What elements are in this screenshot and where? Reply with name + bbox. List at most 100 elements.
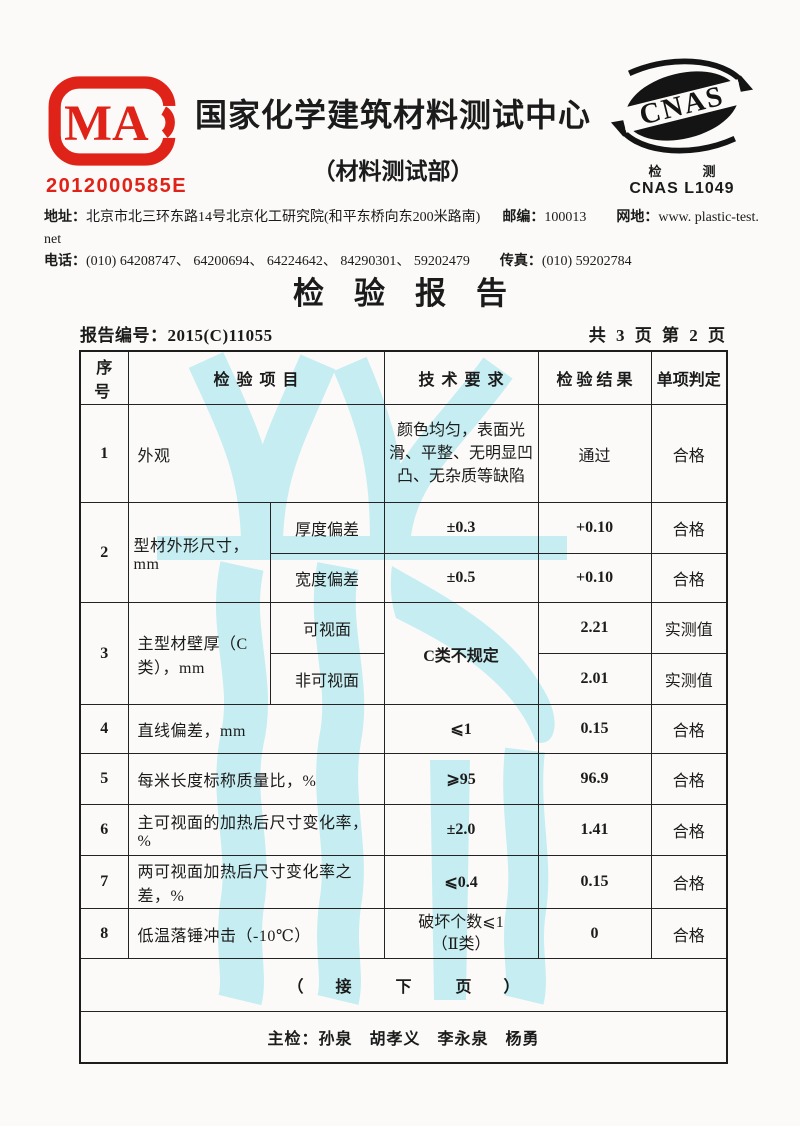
zip-label: 邮编： bbox=[502, 210, 545, 225]
report-title: 检验报告 bbox=[293, 276, 537, 311]
table-row: 6 主可视面的加热后尺寸变化率，% ±2.0 1.41 合格 bbox=[79, 804, 728, 856]
org-subtitle: （材料测试部） bbox=[312, 159, 474, 184]
cell-subitem: 非可视面 bbox=[269, 653, 385, 705]
contact-info: 地址：北京市北三环东路14号北京化工研究院(和平东桥向东200米路南) 邮编：10… bbox=[44, 207, 760, 273]
inspectors-names: 孙泉 胡孝义 李永泉 杨勇 bbox=[318, 1030, 540, 1048]
cma-logo-icon: MA bbox=[48, 76, 178, 166]
cell-seq: 6 bbox=[79, 804, 129, 856]
org-title-block: 国家化学建筑材料测试中心 （材料测试部） bbox=[188, 90, 598, 186]
col-header-result: 检验结果 bbox=[537, 350, 652, 405]
results-table: 序号 检验项目 技术要求 检验结果 单项判定 1 外观 颜色均匀，表面光滑、平整… bbox=[79, 350, 729, 1064]
cell-judgement: 合格 bbox=[650, 753, 728, 805]
inspectors-label: 主检： bbox=[267, 1030, 319, 1048]
cell-judgement: 合格 bbox=[650, 704, 728, 754]
table-row: 5 每米长度标称质量比，% ⩾95 96.9 合格 bbox=[79, 753, 728, 805]
cell-subitem: 宽度偏差 bbox=[269, 553, 385, 603]
cell-seq: 8 bbox=[79, 908, 129, 959]
table-row: 8 低温落锤冲击（-10℃） 破坏个数⩽1 （Ⅱ类） 0 合格 bbox=[79, 908, 728, 959]
cell-judgement: 合格 bbox=[650, 502, 728, 554]
cell-requirement: 颜色均匀，表面光滑、平整、无明显凹凸、无杂质等缺陷 bbox=[383, 404, 539, 503]
cma-letters: MA bbox=[64, 95, 149, 151]
org-title: 国家化学建筑材料测试中心 bbox=[194, 97, 591, 133]
report-number-value: 2015(C)11055 bbox=[167, 326, 273, 345]
cell-result: 2.21 bbox=[537, 602, 652, 654]
cell-requirement: C类不规定 bbox=[383, 602, 539, 705]
contact-line-2: 电话：(010) 64208747、 64200694、 64224642、 8… bbox=[44, 251, 760, 273]
cell-seq: 4 bbox=[79, 704, 129, 754]
cell-result: +0.10 bbox=[537, 502, 652, 554]
phone-value: (010) 64208747、 64200694、 64224642、 8429… bbox=[86, 254, 470, 269]
cell-requirement: 破坏个数⩽1 （Ⅱ类） bbox=[383, 908, 539, 959]
cell-result: 1.41 bbox=[537, 804, 652, 856]
table-header-row: 序号 检验项目 技术要求 检验结果 单项判定 bbox=[79, 350, 728, 405]
results-table-wrap: 序号 检验项目 技术要求 检验结果 单项判定 1 外观 颜色均匀，表面光滑、平整… bbox=[79, 350, 729, 1064]
contact-line-1: 地址：北京市北三环东路14号北京化工研究院(和平东桥向东200米路南) 邮编：10… bbox=[44, 207, 760, 251]
col-header-requirement: 技术要求 bbox=[383, 350, 539, 405]
cnas-accreditation-number: CNAS L1049 bbox=[629, 180, 735, 197]
cell-item: 主可视面的加热后尺寸变化率，% bbox=[127, 804, 385, 856]
address-label: 地址： bbox=[44, 210, 86, 225]
table-row: 3 主型材壁厚（C类），mm 可视面 C类不规定 2.21 实测值 bbox=[79, 602, 728, 705]
col-header-judgement: 单项判定 bbox=[650, 350, 728, 405]
fax-label: 传真： bbox=[499, 254, 542, 269]
table-row: 2 型材外形尺寸，mm 厚度偏差 ±0.3 +0.10 合格 bbox=[79, 502, 728, 603]
table-row: 1 外观 颜色均匀，表面光滑、平整、无明显凹凸、无杂质等缺陷 通过 合格 bbox=[79, 404, 728, 503]
report-number: 报告编号：2015(C)11055 bbox=[80, 321, 273, 346]
cell-judgement: 实测值 bbox=[650, 602, 728, 654]
col-header-item: 检验项目 bbox=[127, 350, 385, 405]
cell-seq: 3 bbox=[79, 602, 129, 705]
cell-requirement: ⩽0.4 bbox=[383, 855, 539, 909]
cell-judgement: 合格 bbox=[650, 804, 728, 856]
cell-seq: 2 bbox=[79, 502, 129, 603]
table-row: 4 直线偏差，mm ⩽1 0.15 合格 bbox=[79, 704, 728, 754]
cnas-logo-icon: CNAS bbox=[610, 58, 754, 154]
cell-requirement: ±0.5 bbox=[383, 553, 539, 603]
cell-requirement: ⩾95 bbox=[383, 753, 539, 805]
cell-result: 2.01 bbox=[537, 653, 652, 705]
web-value: www. plastic-test. net bbox=[44, 210, 759, 247]
cell-result: 通过 bbox=[537, 404, 652, 503]
web-label: 网地： bbox=[616, 210, 659, 225]
zip-value: 100013 bbox=[544, 210, 587, 225]
continue-note: （ 接 下 页 ） bbox=[79, 958, 728, 1012]
cell-result: +0.10 bbox=[537, 553, 652, 603]
cell-item: 直线偏差，mm bbox=[127, 704, 385, 754]
cell-seq: 5 bbox=[79, 753, 129, 805]
page-indicator: 共 3 页 第 2 页 bbox=[588, 326, 728, 345]
cell-result: 0 bbox=[537, 908, 652, 959]
signature-row: 主检：孙泉 胡孝义 李永泉 杨勇 bbox=[79, 1011, 728, 1063]
cell-item: 主型材壁厚（C类），mm bbox=[127, 602, 271, 705]
table-row: 7 两可视面加热后尺寸变化率之差，% ⩽0.4 0.15 合格 bbox=[79, 855, 728, 909]
cell-result: 0.15 bbox=[537, 855, 652, 909]
cell-judgement: 合格 bbox=[650, 404, 728, 503]
cell-item: 每米长度标称质量比，% bbox=[127, 753, 385, 805]
cell-seq: 7 bbox=[79, 855, 129, 909]
cell-result: 0.15 bbox=[537, 704, 652, 754]
fax-value: (010) 59202784 bbox=[541, 254, 632, 269]
cnas-mark-type: 检 测 bbox=[648, 164, 730, 179]
cell-seq: 1 bbox=[79, 404, 129, 503]
address-value: 北京市北三环东路14号北京化工研究院(和平东桥向东200米路南) bbox=[86, 210, 481, 225]
report-number-label: 报告编号： bbox=[80, 326, 168, 345]
col-header-seq: 序号 bbox=[79, 350, 129, 405]
cell-subitem: 可视面 bbox=[269, 602, 385, 654]
continue-row: （ 接 下 页 ） bbox=[79, 958, 728, 1012]
cma-cert-number: 2012000585E bbox=[46, 175, 188, 197]
cma-logo-block: MA 2012000585E bbox=[46, 74, 196, 198]
cell-item: 两可视面加热后尺寸变化率之差，% bbox=[127, 855, 385, 909]
cell-requirement: ⩽1 bbox=[383, 704, 539, 754]
cell-judgement: 合格 bbox=[650, 553, 728, 603]
cell-item: 外观 bbox=[127, 404, 385, 503]
cell-subitem: 厚度偏差 bbox=[269, 502, 385, 554]
cell-requirement: ±0.3 bbox=[383, 502, 539, 554]
cnas-logo-block: CNAS 检 测 CNAS L1049 bbox=[598, 58, 766, 198]
cell-judgement: 合格 bbox=[650, 908, 728, 959]
cell-requirement: ±2.0 bbox=[383, 804, 539, 856]
cell-item: 低温落锤冲击（-10℃） bbox=[127, 908, 385, 959]
cell-judgement: 实测值 bbox=[650, 653, 728, 705]
inspectors-cell: 主检：孙泉 胡孝义 李永泉 杨勇 bbox=[79, 1011, 728, 1063]
cell-item: 型材外形尺寸，mm bbox=[127, 502, 271, 603]
phone-label: 电话： bbox=[44, 254, 86, 269]
cell-result: 96.9 bbox=[537, 753, 652, 805]
cell-judgement: 合格 bbox=[650, 855, 728, 909]
